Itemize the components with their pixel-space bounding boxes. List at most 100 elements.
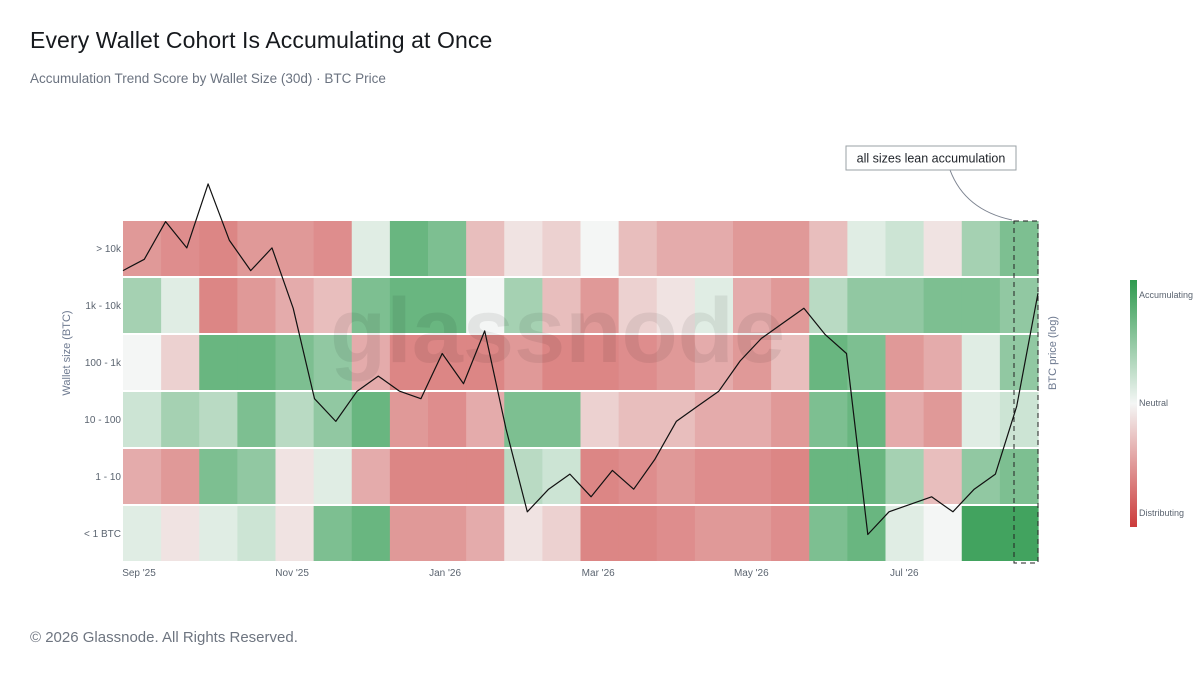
heatmap-cell [847, 449, 887, 504]
heatmap-cell [504, 449, 543, 504]
y-tick-label: 1 - 10 [95, 472, 121, 483]
heatmap-cell [885, 335, 925, 390]
heatmap-cell [237, 278, 277, 333]
chart-subtitle: Accumulation Trend Score by Wallet Size … [30, 71, 386, 86]
legend-accumulating: Accumulating [1139, 290, 1193, 300]
x-tick-label: Jul '26 [890, 568, 919, 579]
copyright-footer: © 2026 Glassnode. All Rights Reserved. [30, 629, 298, 646]
y2-axis-title: BTC price (log) [1047, 316, 1059, 390]
heatmap-cell [161, 392, 200, 447]
heatmap-cell [923, 335, 963, 390]
heatmap-cell [275, 449, 315, 504]
heatmap-cell [237, 221, 277, 276]
heatmap-cell [618, 221, 658, 276]
x-tick-label: Mar '26 [582, 568, 615, 579]
heatmap-cell [313, 449, 353, 504]
heatmap-cell [542, 449, 582, 504]
heatmap-cell [694, 335, 734, 390]
heatmap-cell [237, 392, 277, 447]
heatmap-cell [313, 278, 353, 333]
heatmap-cell [885, 449, 925, 504]
heatmap-cell [580, 335, 620, 390]
heatmap-cell [694, 221, 734, 276]
chart-title: Every Wallet Cohort Is Accumulating at O… [30, 27, 493, 53]
heatmap-cell [847, 506, 887, 561]
heatmap-cell [542, 278, 582, 333]
heatmap-cell [961, 392, 1001, 447]
heatmap-cell [999, 506, 1039, 561]
heatmap-cell [351, 449, 391, 504]
heatmap-cell [237, 335, 277, 390]
heatmap-cell [694, 278, 734, 333]
heatmap-cell [999, 449, 1039, 504]
heatmap-cell [351, 506, 391, 561]
heatmap-cell [275, 335, 315, 390]
heatmap-cell [199, 221, 238, 276]
y-tick-label: 1k - 10k [85, 301, 122, 312]
legend-colorbar [1130, 280, 1137, 527]
heatmap-cell [923, 449, 963, 504]
heatmap-cell [275, 221, 315, 276]
btc-price-line [122, 183, 1039, 536]
heatmap-cell [123, 278, 162, 333]
heatmap-cell [428, 392, 467, 447]
highlight-box [1013, 220, 1039, 564]
heatmap-cell [161, 335, 200, 390]
heatmap-cell [351, 278, 391, 333]
heatmap-cell [618, 335, 658, 390]
annotation-text: all sizes lean accumulation [857, 152, 1006, 166]
heatmap-cell [580, 392, 620, 447]
heatmap-cell [885, 278, 925, 333]
heatmap-cell [885, 221, 925, 276]
heatmap-cell [580, 221, 620, 276]
heatmap-cell [313, 335, 353, 390]
y-tick-label: 10 - 100 [84, 415, 121, 426]
heatmap [123, 221, 1039, 561]
heatmap-cell [961, 506, 1001, 561]
heatmap-cell [123, 506, 162, 561]
heatmap-cell [466, 221, 505, 276]
heatmap-cell [237, 449, 277, 504]
heatmap-cell [847, 221, 887, 276]
heatmap-cell [389, 449, 429, 504]
heatmap-cell [923, 221, 963, 276]
heatmap-cell [351, 392, 391, 447]
heatmap-cell [504, 278, 543, 333]
heatmap-cell [351, 221, 391, 276]
heatmap-cell [923, 392, 963, 447]
y-tick-label: 100 - 1k [85, 358, 122, 369]
heatmap-cell [275, 506, 315, 561]
heatmap-cell [504, 221, 543, 276]
heatmap-cell [999, 335, 1039, 390]
heatmap-cell [847, 278, 887, 333]
heatmap-cell [313, 506, 353, 561]
heatmap-cell [771, 278, 810, 333]
x-tick-label: May '26 [734, 568, 769, 579]
heatmap-cell [466, 449, 505, 504]
heatmap-cell [161, 221, 200, 276]
heatmap-cell [809, 335, 848, 390]
heatmap-cell [542, 392, 582, 447]
heatmap-cell [771, 221, 810, 276]
heatmap-cell [961, 278, 1001, 333]
heatmap-cell [428, 506, 467, 561]
heatmap-cell [656, 335, 696, 390]
heatmap-cell [580, 506, 620, 561]
chart-svg: glassnode > 10k 1k - 10k 100 - 1k 10 - 100 1… [61, 145, 1193, 579]
heatmap-cell [694, 392, 734, 447]
heatmap-cell [733, 449, 772, 504]
heatmap-cell [199, 506, 238, 561]
y-axis-title: Wallet size (BTC) [61, 310, 73, 395]
heatmap-cell [504, 335, 543, 390]
heatmap-cell [123, 449, 162, 504]
heatmap-cell [809, 392, 848, 447]
heatmap-cell [466, 392, 505, 447]
x-tick-label: Nov '25 [275, 568, 309, 579]
heatmap-cell [809, 449, 848, 504]
heatmap-cell [123, 335, 162, 390]
heatmap-cell [656, 506, 696, 561]
heatmap-cell [199, 449, 238, 504]
heatmap-cell [809, 221, 848, 276]
y-tick-label: < 1 BTC [84, 529, 121, 540]
heatmap-cell [428, 335, 467, 390]
